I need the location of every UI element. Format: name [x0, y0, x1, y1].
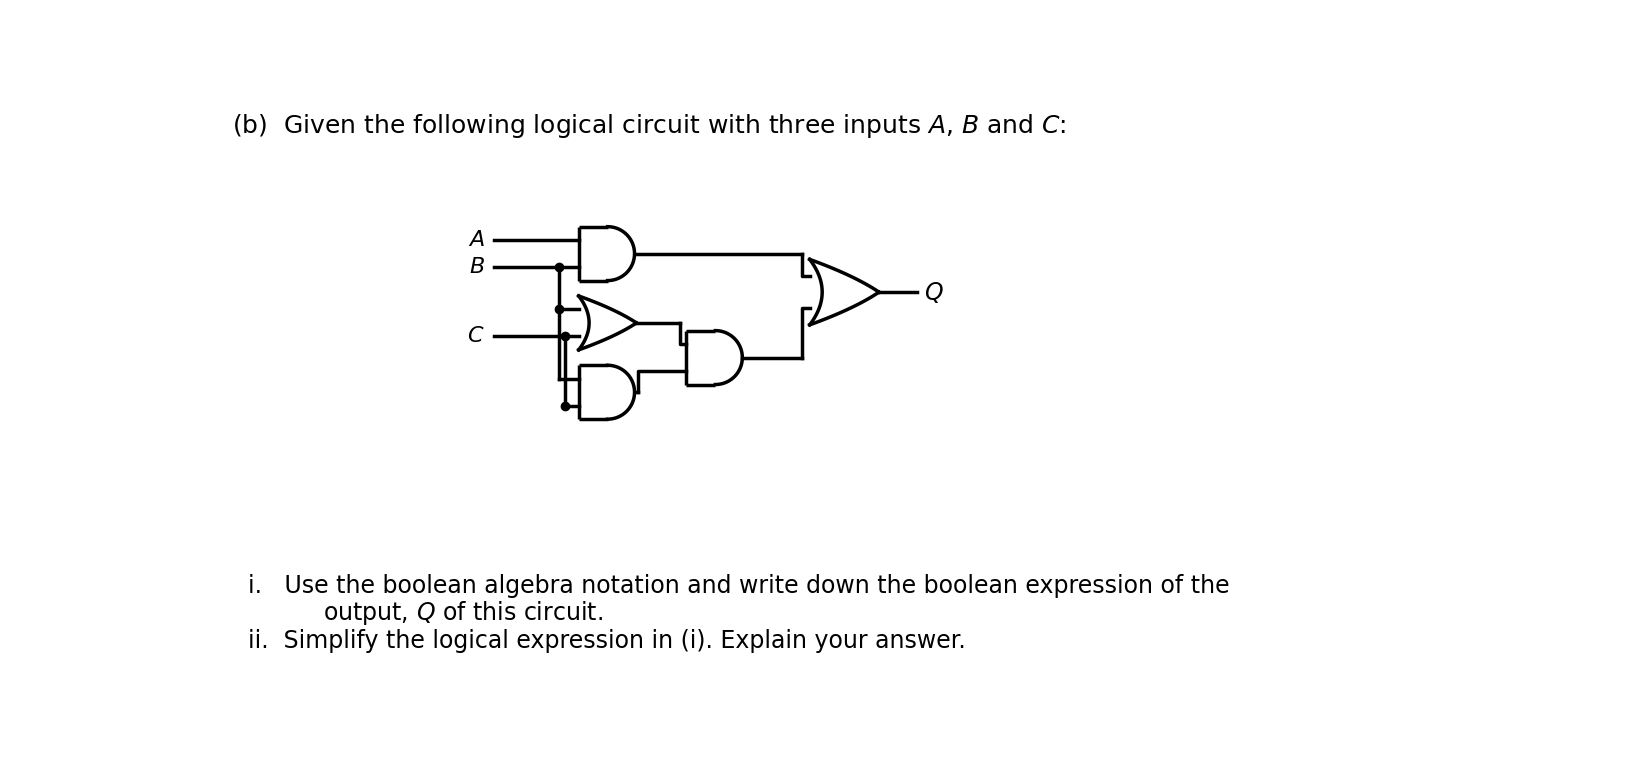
Text: $Q$: $Q$ [923, 280, 942, 305]
Text: $B$: $B$ [469, 256, 485, 278]
Text: output, $Q$ of this circuit.: output, $Q$ of this circuit. [279, 598, 603, 627]
Text: i.   Use the boolean algebra notation and write down the boolean expression of t: i. Use the boolean algebra notation and … [247, 574, 1229, 598]
Text: ii.  Simplify the logical expression in (i). Explain your answer.: ii. Simplify the logical expression in (… [247, 630, 965, 653]
Text: (b)  Given the following logical circuit with three inputs $A$, $B$ and $C$:: (b) Given the following logical circuit … [233, 112, 1065, 140]
Text: $A$: $A$ [467, 229, 485, 251]
Text: $C$: $C$ [467, 326, 485, 348]
